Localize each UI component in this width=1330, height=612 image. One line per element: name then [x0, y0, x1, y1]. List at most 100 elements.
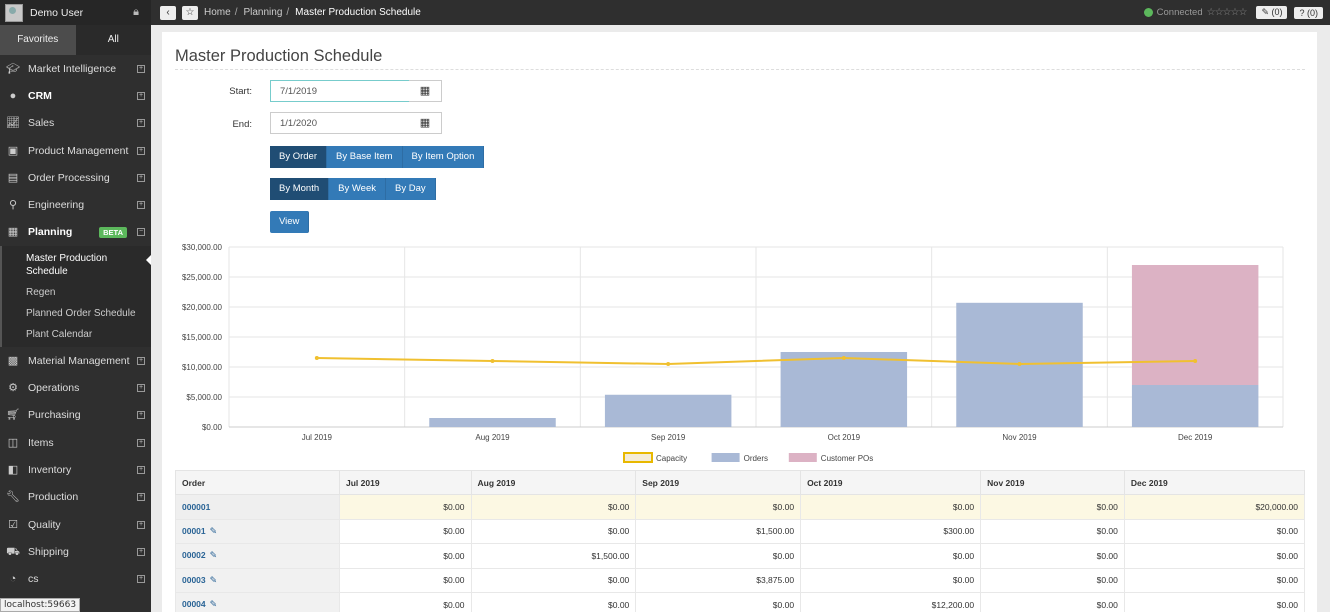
sidebar-item-crm[interactable]: ● CRM + [0, 82, 151, 109]
by-month-button[interactable]: By Month [270, 178, 330, 200]
sidebar-item-production[interactable]: 🔧︎ Production + [0, 484, 151, 511]
by-item-option-button[interactable]: By Item Option [402, 146, 485, 168]
expand-icon[interactable]: + [137, 91, 145, 100]
by-day-button[interactable]: By Day [385, 178, 436, 200]
tab-favorites[interactable]: Favorites [0, 25, 76, 55]
sidebar-item-market-intelligence[interactable]: 🎓︎ Market Intelligence + [0, 55, 151, 82]
end-date-input[interactable] [270, 112, 410, 134]
favorite-star-button[interactable]: ☆ [182, 5, 198, 20]
order-cell: 00001 ✎ [175, 518, 340, 544]
sidebar-item-operations[interactable]: ⚙ Operations + [0, 374, 151, 401]
start-date-input[interactable] [270, 80, 410, 102]
sidebar-item-label: Items [28, 436, 54, 449]
breadcrumb-home[interactable]: Home [204, 7, 231, 18]
column-header-jul-2019[interactable]: Jul 2019 [339, 470, 472, 495]
sidebar-item-purchasing[interactable]: 🛒︎ Purchasing + [0, 402, 151, 429]
by-order-button[interactable]: By Order [270, 146, 328, 168]
user-header: Demo User 🔒︎ [0, 0, 151, 25]
column-header-dec-2019[interactable]: Dec 2019 [1123, 470, 1306, 495]
sidebar-item-quality[interactable]: ☑ Quality + [0, 511, 151, 538]
by-base-item-button[interactable]: By Base Item [327, 146, 403, 168]
collapse-icon[interactable]: − [137, 228, 145, 237]
view-button[interactable]: View [270, 211, 310, 233]
tab-all[interactable]: All [75, 25, 151, 55]
sidebar-item-label: Engineering [28, 199, 85, 212]
column-header-oct-2019[interactable]: Oct 2019 [800, 470, 982, 495]
expand-icon[interactable]: + [137, 146, 145, 155]
subnav-item-planned-order-schedule[interactable]: Planned Order Schedule [26, 308, 136, 320]
table-cell: $0.00 [800, 567, 982, 593]
expand-icon[interactable]: + [137, 356, 145, 365]
sidebar-nav: 🎓︎ Market Intelligence + ● CRM + 📈︎ Sales + ▣ Prod… [0, 55, 151, 246]
sidebar-item-label: Product Management [28, 144, 129, 157]
order-link[interactable]: 00002 [182, 550, 206, 561]
browser-status-bar: localhost:59663 [0, 598, 81, 612]
order-link[interactable]: 00001 [182, 525, 206, 536]
lock-icon[interactable]: 🔒︎ [133, 6, 139, 18]
table-cell: $0.00 [980, 494, 1125, 520]
user-name[interactable]: Demo User [30, 6, 84, 19]
edit-pencil-icon[interactable]: ✎ [209, 599, 218, 610]
order-link[interactable]: 00004 [182, 599, 206, 610]
sidebar-item-label: Material Management [28, 354, 130, 367]
beta-badge: BETA [99, 226, 127, 238]
expand-icon[interactable]: + [137, 384, 145, 393]
expand-icon[interactable]: + [137, 520, 145, 529]
expand-icon[interactable]: + [137, 438, 145, 447]
expand-icon[interactable]: + [137, 201, 145, 210]
sidebar-item-engineering[interactable]: ⚲ Engineering + [0, 191, 151, 218]
sidebar-item-inventory[interactable]: ◧ Inventory + [0, 456, 151, 483]
back-button[interactable]: ‹ [160, 5, 176, 20]
sidebar-item-planning[interactable]: ▦ Planning BETA − [0, 219, 151, 246]
by-week-button[interactable]: By Week [329, 178, 386, 200]
expand-icon[interactable]: + [137, 411, 145, 420]
expand-icon[interactable]: + [137, 173, 145, 182]
table-cell: $0.00 [1123, 592, 1306, 612]
expand-icon[interactable]: + [137, 575, 145, 584]
table-cell: $1,500.00 [635, 518, 802, 544]
avatar[interactable] [5, 3, 23, 22]
table-row: 000001 $0.00 $0.00 $0.00 $0.00 $0.00 $20,000.0… [175, 494, 1306, 520]
notes-button[interactable]: ✎ (0) [1256, 6, 1288, 19]
legend-label: Orders [744, 454, 768, 463]
sidebar-item-label: Inventory [28, 463, 72, 476]
subnav-item-master-production-schedule[interactable]: Master Production Schedule [2, 248, 151, 282]
edit-pencil-icon[interactable]: ✎ [209, 525, 218, 536]
sidebar-item-items[interactable]: ◫ Items + [0, 429, 151, 456]
capacity-line [316, 356, 1196, 366]
start-calendar-button[interactable]: ▦ [409, 80, 442, 102]
order-cell: 00002 ✎ [175, 543, 340, 569]
column-header-nov-2019[interactable]: Nov 2019 [980, 470, 1125, 495]
cart-icon: 🛒︎ [6, 409, 20, 422]
order-link[interactable]: 000001 [182, 501, 211, 512]
subnav-item-regen[interactable]: Regen [26, 287, 56, 299]
breadcrumb-planning[interactable]: Planning [243, 7, 283, 18]
table-row: 00004 ✎ $0.00 $0.00 $0.00 $12,200.00 $0.00 $0.0… [175, 592, 1306, 612]
sidebar-item-sales[interactable]: 📈︎ Sales + [0, 110, 151, 137]
edit-pencil-icon[interactable]: ✎ [209, 550, 218, 561]
sidebar-item-product-management[interactable]: ▣ Product Management + [0, 137, 151, 164]
rating-stars[interactable]: ☆☆☆☆☆ [1206, 7, 1248, 18]
order-link[interactable]: 00003 [182, 574, 206, 585]
sidebar-item-order-processing[interactable]: ▤ Order Processing + [0, 164, 151, 191]
expand-icon[interactable]: + [137, 465, 145, 474]
end-calendar-button[interactable]: ▦ [409, 112, 442, 134]
sidebar-item-shipping[interactable]: ⛟ Shipping + [0, 538, 151, 565]
column-header-order[interactable]: Order [175, 470, 340, 495]
help-button[interactable]: ? (0) [1294, 6, 1323, 19]
sidebar-item-material-management[interactable]: ▩ Material Management + [0, 347, 151, 374]
start-label: Start: [229, 86, 252, 97]
sidebar-item-cs[interactable]: ◔ cs + [0, 565, 151, 592]
expand-icon[interactable]: + [137, 493, 145, 502]
sidebar-item-label: Planning [28, 226, 73, 239]
column-header-aug-2019[interactable]: Aug 2019 [470, 470, 637, 495]
capacity-point [666, 362, 671, 366]
subnav-item-plant-calendar[interactable]: Plant Calendar [26, 329, 93, 341]
column-header-sep-2019[interactable]: Sep 2019 [635, 470, 802, 495]
expand-icon[interactable]: + [137, 64, 145, 73]
edit-pencil-icon[interactable]: ✎ [209, 574, 218, 585]
sidebar: Demo User 🔒︎ Favorites All 🎓︎ Market Inte… [0, 0, 151, 612]
expand-icon[interactable]: + [137, 119, 145, 128]
sidebar-item-label: Operations [28, 382, 80, 395]
expand-icon[interactable]: + [137, 547, 145, 556]
